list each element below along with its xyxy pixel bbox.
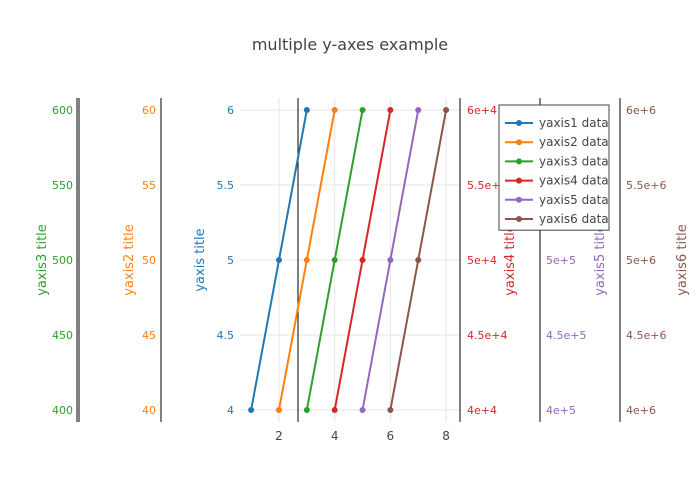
y2-axis-title: yaxis2 title [122, 224, 137, 296]
data-point-y6 [415, 257, 422, 263]
y6-tick-label: 4.5e+6 [626, 329, 666, 342]
y3-tick-label: 400 [52, 404, 73, 417]
data-point-y3 [359, 107, 366, 113]
legend-label: yaxis5 data [539, 193, 609, 207]
chart-title: multiple y-axes example [252, 35, 448, 54]
legend-marker [516, 120, 522, 126]
y3-tick-label: 600 [52, 104, 73, 117]
y1-tick-label: 5.5 [217, 179, 235, 192]
y2-tick-label: 45 [142, 329, 156, 342]
y6-tick-label: 4e+6 [626, 404, 656, 417]
data-point-y2 [275, 407, 282, 413]
y4-tick-label: 4.5e+4 [467, 329, 507, 342]
y2-tick-label: 40 [142, 404, 156, 417]
y6-tick-label: 6e+6 [626, 104, 656, 117]
y4-tick-label: 4e+4 [467, 404, 497, 417]
x-tick-label: 4 [331, 429, 339, 443]
legend: yaxis1 data yaxis2 data yaxis3 data yaxis4 … [498, 104, 610, 231]
legend-marker [516, 158, 522, 165]
y1-tick-label: 4 [227, 404, 234, 417]
series-lines [248, 107, 450, 413]
y6-axis-title: yaxis6 title [675, 224, 690, 296]
legend-box [498, 104, 610, 231]
y3-tick-label: 450 [52, 329, 73, 342]
y3-tick-label: 500 [52, 254, 73, 267]
y2-tick-label: 60 [142, 104, 156, 117]
data-point-y4 [359, 257, 366, 263]
data-point-y3 [303, 407, 310, 413]
axes: 2 4 6 8 4 4.5 5 5.5 6 yaxis title 40 45 50 55 60 yaxis2… [35, 98, 690, 443]
legend-label: yaxis4 data [539, 174, 609, 188]
y1-axis-title: yaxis title [193, 228, 208, 291]
y3-axis-title: yaxis3 title [35, 224, 50, 296]
data-point-y2 [303, 257, 310, 263]
x-tick-label: 6 [387, 429, 395, 443]
data-point-y4 [331, 407, 338, 413]
y4-axis-title: yaxis4 title [503, 224, 518, 296]
y1-tick-label: 6 [227, 104, 234, 117]
legend-label: yaxis6 data [539, 212, 609, 226]
legend-label: yaxis1 data [539, 116, 609, 130]
data-point-y6 [387, 407, 394, 413]
legend-marker [516, 177, 522, 184]
y5-tick-label: 5e+5 [546, 254, 576, 267]
y4-tick-label: 5.5e+4 [467, 179, 507, 192]
y6-tick-label: 5e+6 [626, 254, 656, 267]
y4-tick-label: 6e+4 [467, 104, 497, 117]
data-point-y5 [415, 107, 422, 113]
y1-tick-label: 5 [227, 254, 234, 267]
y5-tick-label: 4e+5 [546, 404, 576, 417]
x-tick-label: 8 [442, 429, 450, 443]
y3-tick-label: 550 [52, 179, 73, 192]
data-point-y3 [331, 257, 338, 263]
y6-tick-label: 5.5e+6 [626, 179, 666, 192]
data-point-y1 [275, 257, 282, 263]
y5-tick-label: 4.5e+5 [546, 329, 586, 342]
y5-axis-title: yaxis5 title [593, 224, 608, 296]
data-point-y6 [443, 107, 450, 113]
y2-tick-label: 50 [142, 254, 156, 267]
legend-label: yaxis3 data [539, 154, 609, 168]
y4-tick-label: 5e+4 [467, 254, 497, 267]
data-point-y2 [331, 107, 338, 113]
y1-tick-label: 4.5 [217, 329, 235, 342]
grid-lines [240, 98, 460, 422]
data-point-y5 [387, 257, 394, 263]
legend-marker [516, 139, 522, 146]
legend-label: yaxis2 data [539, 135, 609, 149]
x-tick-label: 2 [275, 429, 283, 443]
data-point-y1 [303, 107, 310, 113]
data-point-y1 [248, 407, 255, 413]
data-point-y4 [387, 107, 394, 113]
legend-marker [516, 216, 522, 222]
y2-tick-label: 55 [142, 179, 156, 192]
data-point-y5 [359, 407, 366, 413]
legend-marker [516, 196, 522, 203]
